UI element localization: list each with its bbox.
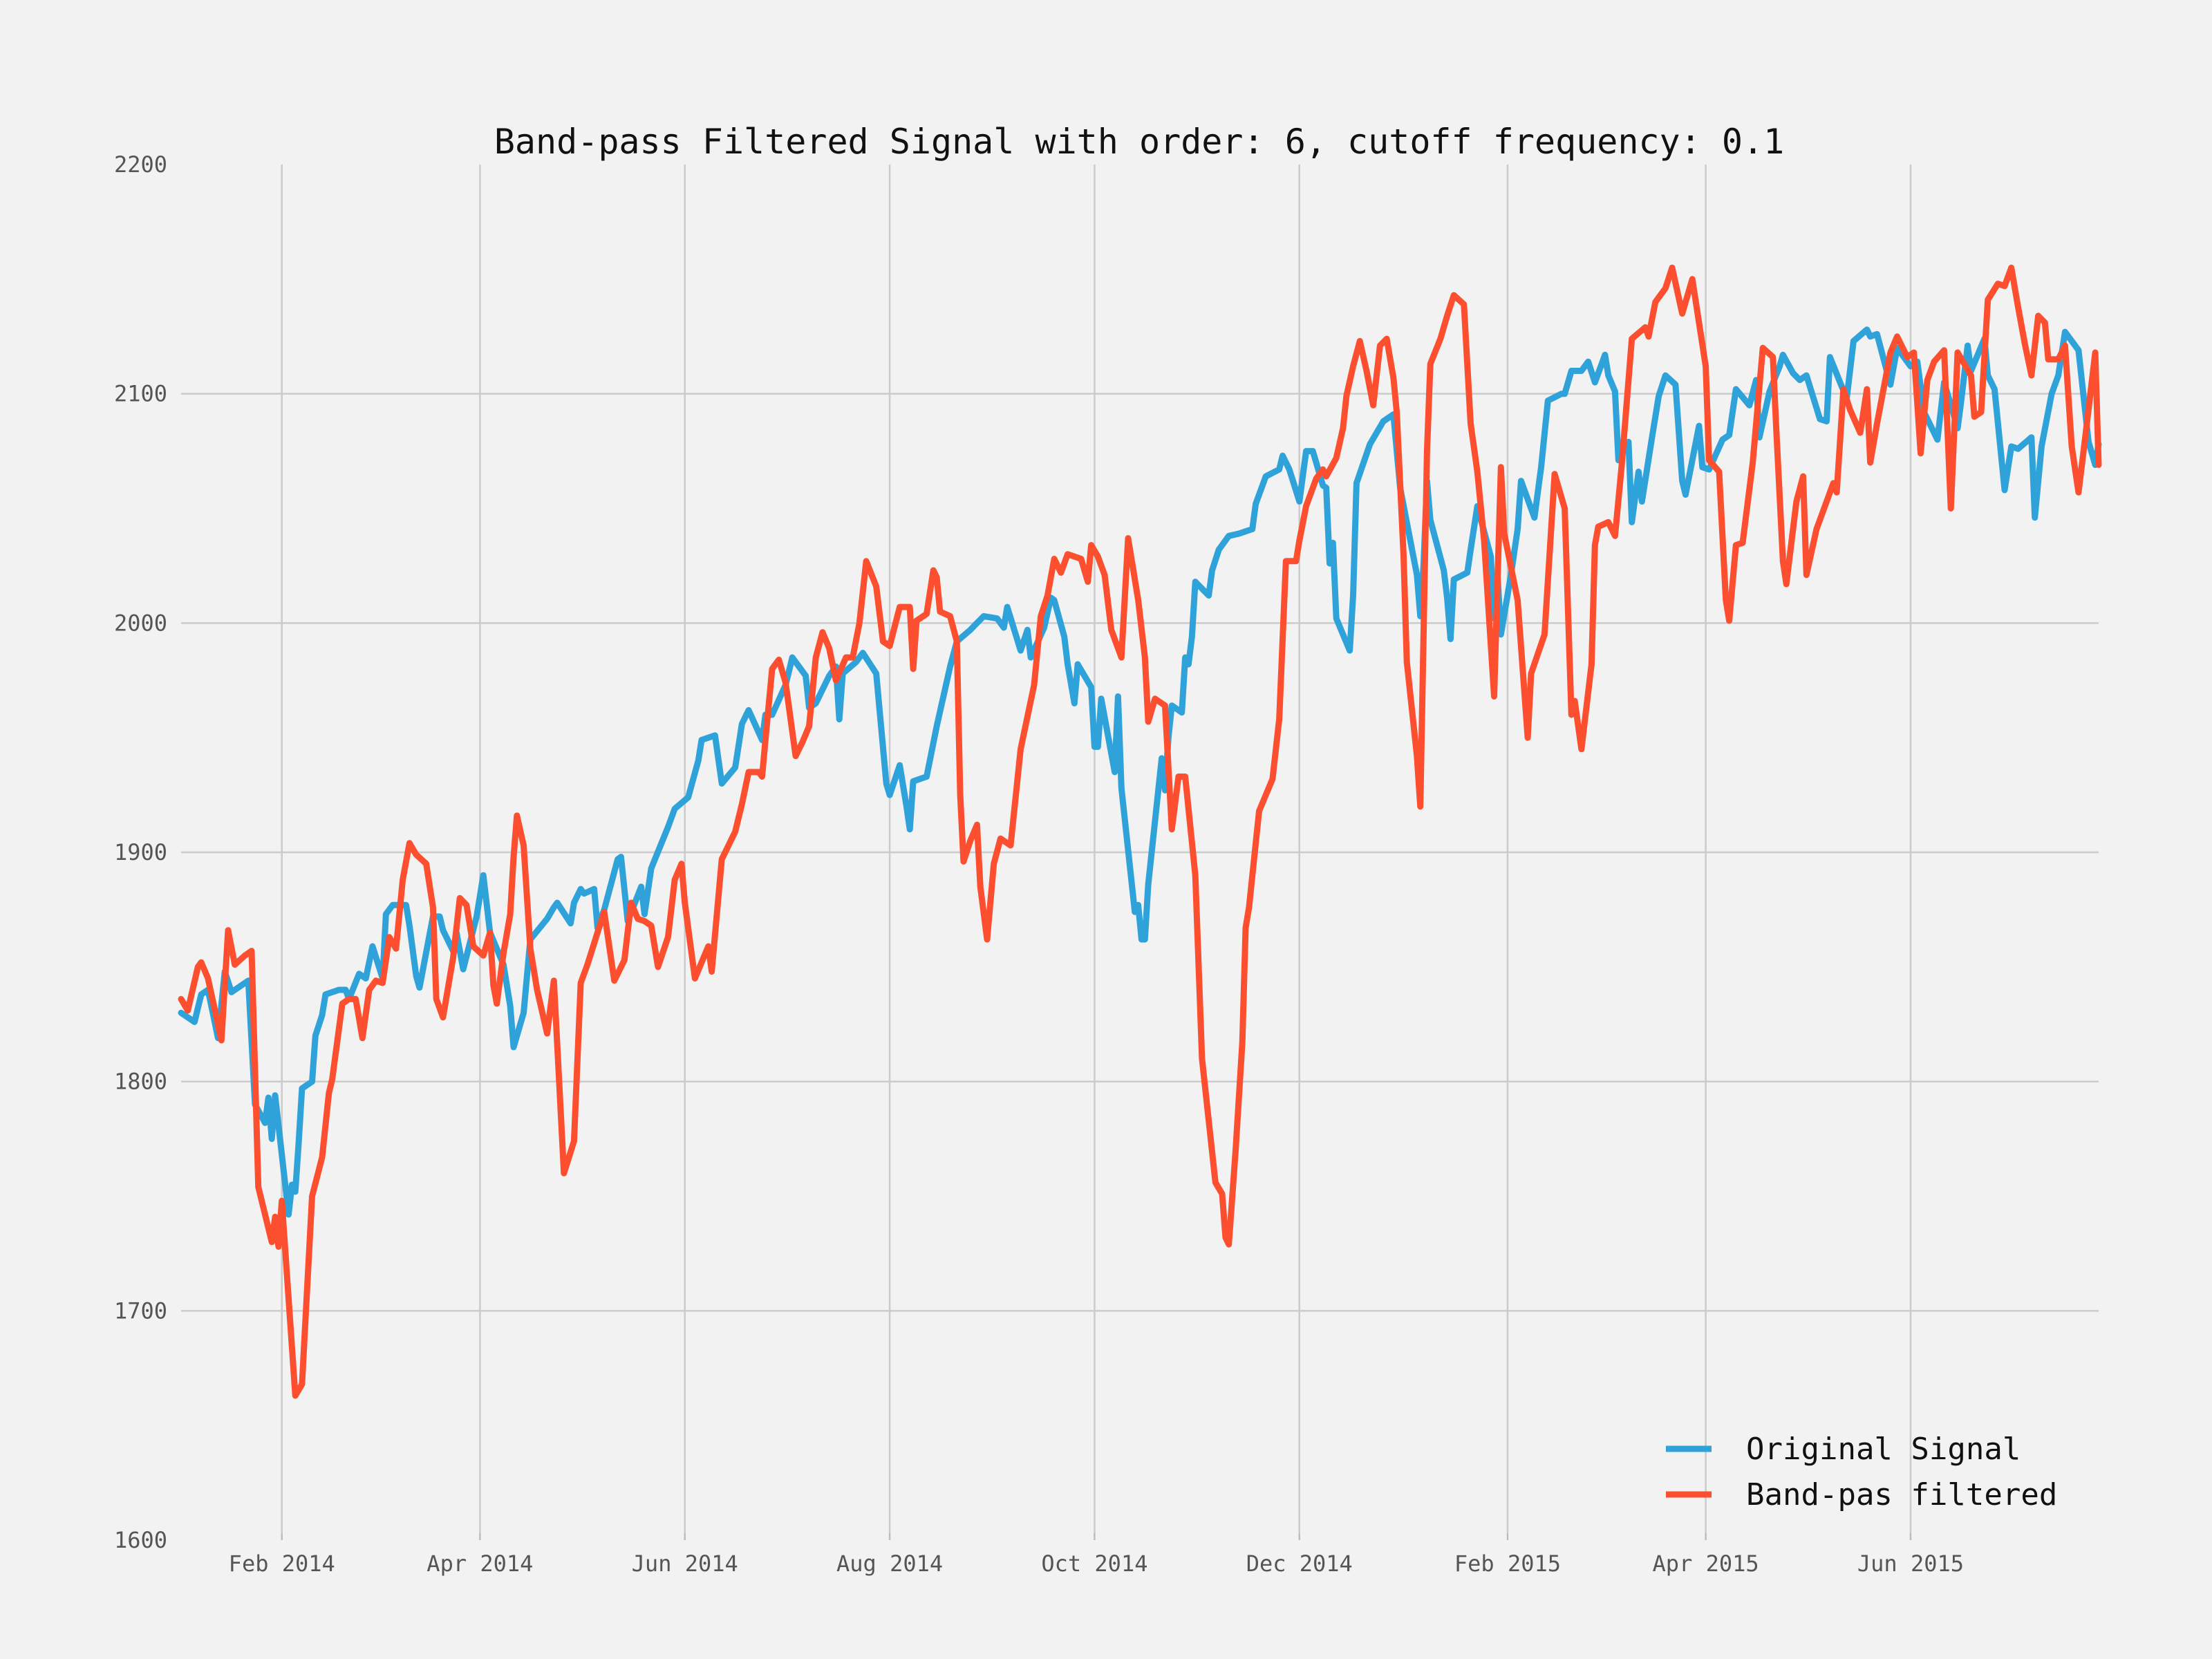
legend-label: Band-pas filtered [1746,1477,2057,1512]
x-axis-ticks: Feb 2014 Apr 2014 Jun 2014 Aug 2014 Oct 2014… [229,1533,1964,1577]
y-tick-label: 2200 [114,151,167,178]
x-tick-label: Aug 2014 [836,1550,943,1577]
y-tick-label: 1700 [114,1297,167,1324]
series-lines [178,264,2102,1399]
chart-title: Band-pass Filtered Signal with order: 6,… [494,122,1784,162]
legend: Original Signal Band-pas filtered [1666,1432,2057,1512]
y-tick-label: 1800 [114,1069,167,1095]
x-tick-label: Feb 2015 [1454,1550,1561,1577]
series-line-band-pass-filtered [178,264,2102,1399]
x-tick-label: Apr 2015 [1653,1550,1759,1577]
x-tick-label: Feb 2014 [229,1550,335,1577]
y-tick-label: 1600 [114,1527,167,1553]
gridlines [181,165,2099,1540]
x-tick-label: Jun 2014 [632,1550,738,1577]
y-tick-label: 2000 [114,610,167,636]
y-tick-label: 2100 [114,381,167,407]
legend-label: Original Signal [1746,1432,2021,1467]
x-tick-label: Oct 2014 [1041,1550,1147,1577]
y-tick-label: 1900 [114,839,167,865]
x-tick-label: Dec 2014 [1246,1550,1353,1577]
x-tick-label: Apr 2014 [427,1550,533,1577]
y-axis-ticks: 1600 1700 1800 1900 2000 2100 2200 [114,151,167,1553]
x-tick-label: Jun 2015 [1857,1550,1964,1577]
